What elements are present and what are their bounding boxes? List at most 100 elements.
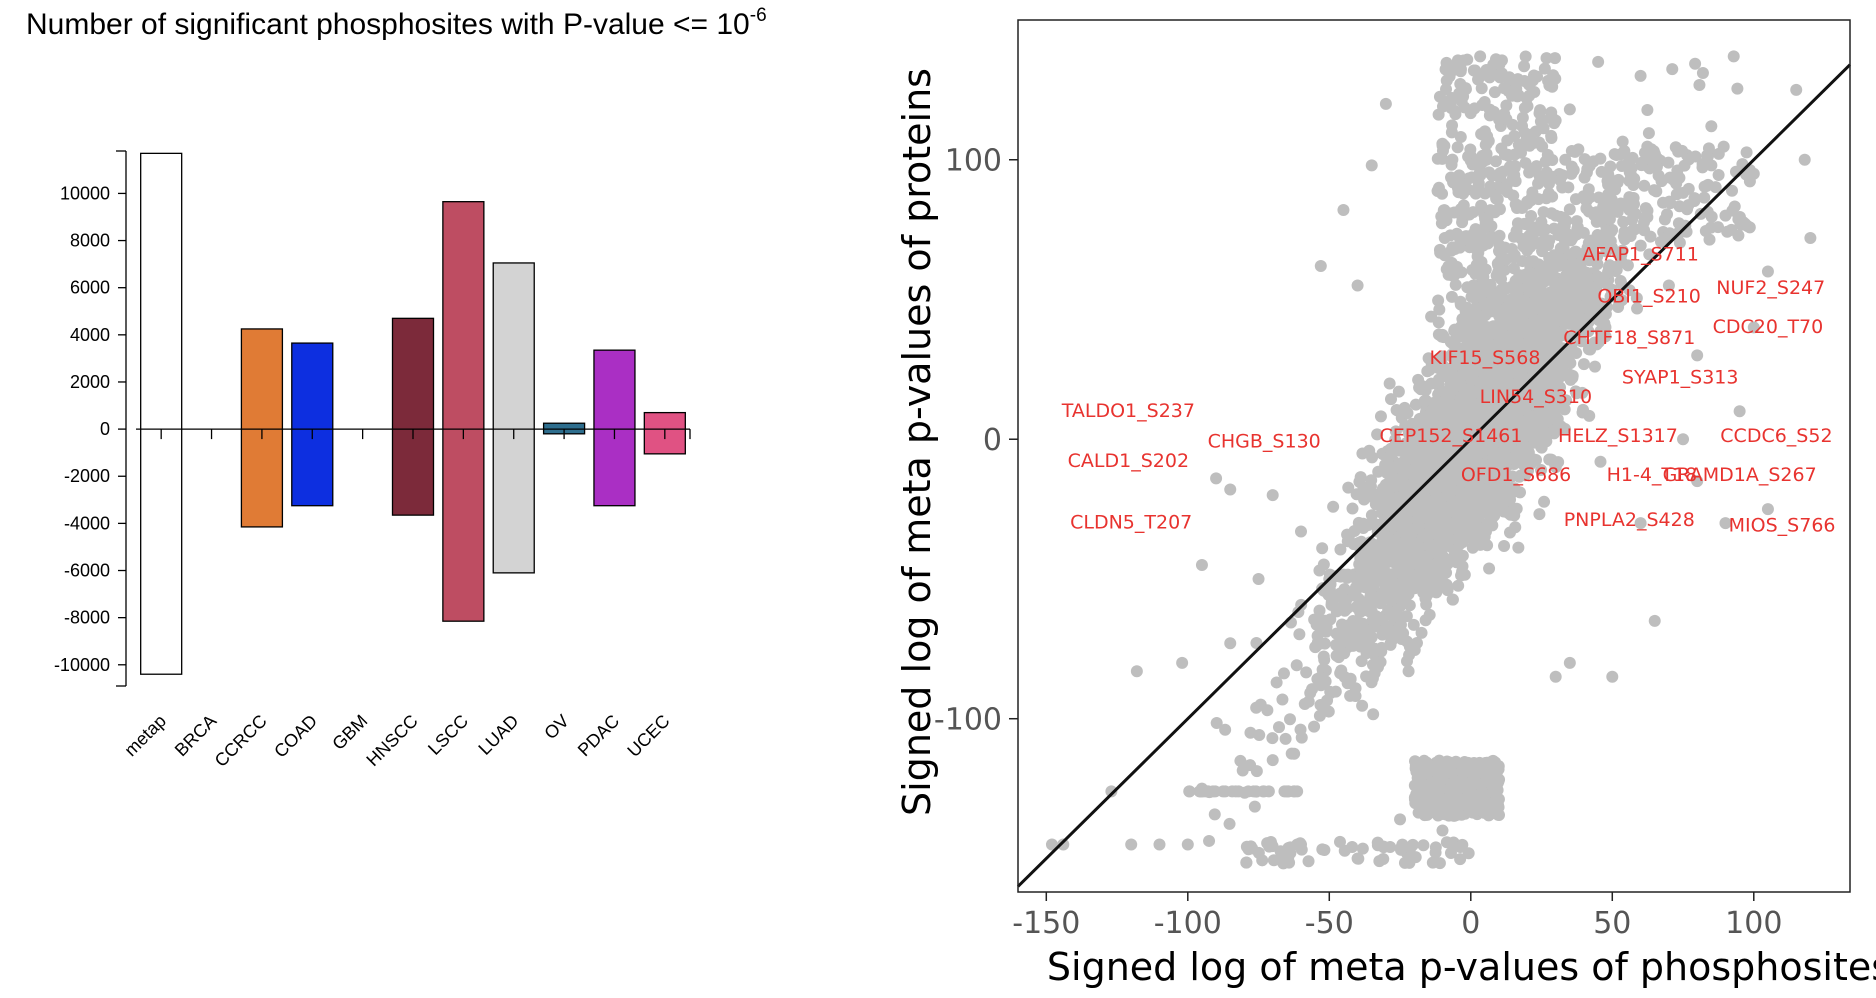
scatter-point <box>1517 357 1530 370</box>
scatter-point <box>1293 628 1306 641</box>
scatter-point <box>1732 213 1745 226</box>
scatter-point <box>1528 294 1541 307</box>
scatter-point <box>1453 509 1466 522</box>
scatter-point <box>1423 463 1436 476</box>
scatter-point <box>1442 455 1455 468</box>
scatter-point <box>1387 524 1400 537</box>
scatter-point <box>1443 801 1456 814</box>
bar-LSCC <box>442 201 485 622</box>
scatter-point <box>1682 182 1695 195</box>
scatter-point <box>1560 311 1573 324</box>
scatter-point <box>1523 389 1536 402</box>
scatter-point <box>1318 614 1331 627</box>
scatter-point <box>1314 259 1327 272</box>
scatter-point <box>1565 167 1578 180</box>
scatter-point <box>1526 74 1539 87</box>
scatter-point <box>1726 184 1739 197</box>
left-chart-title-exponent: -6 <box>749 5 767 26</box>
scatter-point <box>1502 396 1515 409</box>
scatter-point <box>1472 368 1485 381</box>
scatter-point <box>1369 498 1382 511</box>
scatter-point <box>1447 553 1460 566</box>
scatter-point <box>1415 502 1428 515</box>
scatter-point <box>1499 432 1512 445</box>
scatter-point <box>1457 449 1470 462</box>
scatter-point <box>1375 563 1388 576</box>
scatter-point <box>1424 431 1437 444</box>
scatter-point <box>1465 429 1478 442</box>
scatter-annotation-label: HELZ_S1317 <box>1558 425 1678 447</box>
scatter-point <box>1610 263 1623 276</box>
scatter-point <box>1521 366 1534 379</box>
scatter-point <box>1417 763 1430 776</box>
scatter-point <box>1420 442 1433 455</box>
scatter-point <box>1411 536 1424 549</box>
scatter-point <box>1417 488 1430 501</box>
scatter-point <box>1523 318 1536 331</box>
scatter-point <box>1423 516 1436 529</box>
scatter-point <box>1498 367 1511 380</box>
scatter-point <box>1429 841 1442 854</box>
scatter-point <box>1424 546 1437 559</box>
scatter-point <box>1407 529 1420 542</box>
scatter-point <box>1451 449 1464 462</box>
scatter-point <box>1498 438 1511 451</box>
scatter-point <box>1454 463 1467 476</box>
scatter-point <box>1445 484 1458 497</box>
scatter-point <box>1450 541 1463 554</box>
scatter-point <box>1458 405 1471 418</box>
scatter-point <box>1488 409 1501 422</box>
scatter-point <box>1546 80 1559 93</box>
scatter-point <box>1433 422 1446 435</box>
scatter-point <box>1334 645 1347 658</box>
scatter-point <box>1469 422 1482 435</box>
scatter-point <box>1490 383 1503 396</box>
scatter-point <box>1528 430 1541 443</box>
scatter-point <box>1510 323 1523 336</box>
scatter-point <box>1421 566 1434 579</box>
scatter-point <box>1429 791 1442 804</box>
scatter-point <box>1416 475 1429 488</box>
scatter-point <box>1562 256 1575 269</box>
scatter-point <box>1554 324 1567 337</box>
scatter-point <box>1466 444 1479 457</box>
scatter-point <box>1539 266 1552 279</box>
scatter-point <box>1339 635 1352 648</box>
scatter-point <box>1528 85 1541 98</box>
scatter-point <box>1473 501 1486 514</box>
scatter-point <box>1475 235 1488 248</box>
scatter-point <box>1465 512 1478 525</box>
scatter-point <box>1434 487 1447 500</box>
scatter-point <box>1488 392 1501 405</box>
scatter-point <box>1426 776 1439 789</box>
scatter-point <box>1623 191 1636 204</box>
scatter-point <box>1558 310 1571 323</box>
scatter-point <box>1465 383 1478 396</box>
scatter-point <box>1421 808 1434 821</box>
scatter-point <box>1475 415 1488 428</box>
scatter-point <box>1480 414 1493 427</box>
scatter-point <box>1436 535 1449 548</box>
scatter-point <box>1381 459 1394 472</box>
scatter-point <box>1413 535 1426 548</box>
scatter-point <box>1645 151 1658 164</box>
scatter-point <box>1511 343 1524 356</box>
scatter-point <box>1484 385 1497 398</box>
scatter-point <box>1393 599 1406 612</box>
scatter-point <box>1441 464 1454 477</box>
scatter-point <box>1479 341 1492 354</box>
scatter-point <box>1470 351 1483 364</box>
scatter-point <box>1437 436 1450 449</box>
scatter-point <box>1462 150 1475 163</box>
scatter-point <box>1696 161 1709 174</box>
scatter-point <box>1431 477 1444 490</box>
scatter-point <box>1569 288 1582 301</box>
scatter-point <box>1464 438 1477 451</box>
scatter-point <box>1513 324 1526 337</box>
scatter-point <box>1298 697 1311 710</box>
scatter-point <box>1478 222 1491 235</box>
scatter-point <box>1523 417 1536 430</box>
scatter-point <box>1448 541 1461 554</box>
scatter-point <box>1382 521 1395 534</box>
scatter-point <box>1417 411 1430 424</box>
